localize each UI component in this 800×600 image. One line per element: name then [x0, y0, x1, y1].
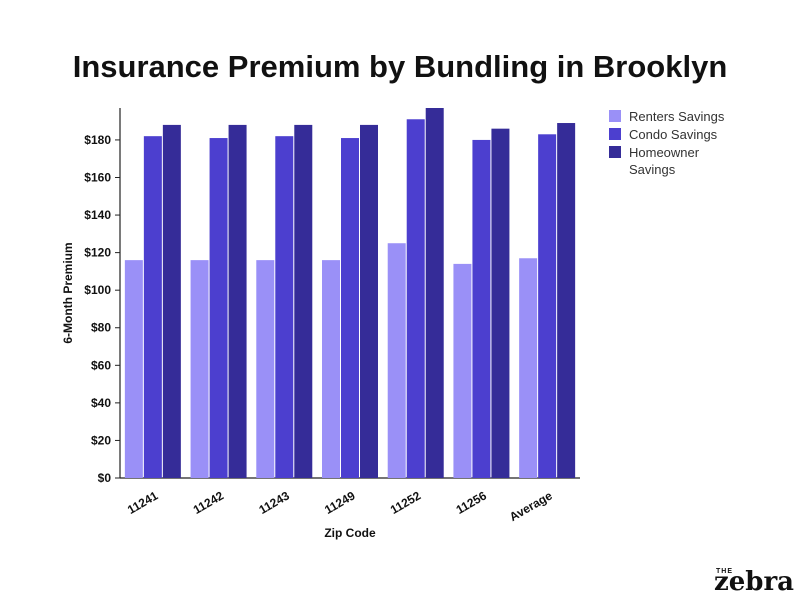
y-tick-label: $120 [84, 246, 111, 260]
bar-condo-savings [209, 138, 228, 478]
y-axis-label: 6-Month Premium [61, 242, 75, 343]
bar-renters-savings [387, 243, 406, 478]
y-tick-label: $60 [91, 358, 111, 372]
bar-condo-savings [341, 138, 359, 478]
x-tick-label: 11242 [191, 488, 227, 517]
y-tick-label: $20 [91, 433, 111, 447]
y-tick-label: $160 [84, 170, 111, 184]
bar-renters-savings [519, 258, 538, 478]
bar-renters-savings [453, 263, 472, 478]
bar-condo-savings [275, 136, 294, 478]
bar-condo-savings [143, 136, 162, 478]
bar-renters-savings [190, 260, 209, 478]
logo-zebra-text: zebra [714, 567, 794, 597]
logo-the-text: THE [716, 568, 733, 575]
y-tick-label: $140 [84, 208, 111, 222]
chart-title: Insurance Premium by Bundling in Brookly… [73, 49, 728, 84]
y-tick-label: $0 [98, 471, 112, 485]
y-tick-label: $180 [84, 133, 111, 147]
bar-homeowner-savings [162, 124, 181, 478]
y-tick-label: $40 [91, 396, 111, 410]
bar-condo-savings [406, 119, 425, 478]
plot-area: $0 $20 $40 $60 $80 $100 $120 $140 $160 $180 11241 1… [84, 108, 580, 524]
bar-renters-savings [256, 260, 275, 478]
legend-swatch-homeowner-savings [609, 146, 621, 158]
bar-renters-savings [322, 260, 340, 478]
x-tick-label: 11249 [322, 488, 358, 517]
legend-label-condo-savings: Condo Savings [629, 127, 718, 142]
x-tick-label: 11241 [125, 488, 161, 517]
legend-label-homeowner-savings: Homeowner Savings [629, 145, 700, 177]
legend-label-renters-savings: Renters Savings [629, 109, 725, 124]
bar-homeowner-savings [228, 124, 247, 478]
bar-condo-savings [538, 134, 557, 478]
bar-renters-savings [124, 260, 143, 478]
x-tick-label: 11252 [388, 488, 424, 517]
bar-homeowner-savings [360, 124, 378, 478]
zebra-logo: THE zebra [714, 567, 794, 597]
legend-swatch-renters-savings [609, 110, 621, 122]
y-tick-label: $80 [91, 321, 111, 335]
legend-swatch-condo-savings [609, 128, 621, 140]
x-axis-label: Zip Code [324, 526, 376, 540]
y-tick-label: $100 [84, 283, 111, 297]
x-tick-label: Average [507, 488, 555, 524]
bar-condo-savings [472, 139, 491, 478]
bar-homeowner-savings [557, 123, 576, 478]
x-tick-label: 11243 [256, 488, 292, 517]
legend: Renters Savings Condo Savings Homeowner Sav… [609, 109, 725, 177]
bar-homeowner-savings [425, 108, 444, 478]
bar-homeowner-savings [491, 128, 510, 478]
bar-homeowner-savings [294, 124, 313, 478]
x-tick-label: 11256 [454, 488, 490, 517]
